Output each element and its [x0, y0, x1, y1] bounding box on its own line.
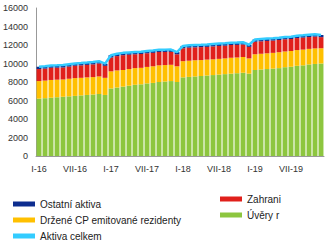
svg-text:I-17: I-17 — [103, 164, 119, 174]
svg-text:Aktiva celkem: Aktiva celkem — [40, 231, 102, 242]
svg-text:I-18: I-18 — [175, 164, 191, 174]
svg-text:0: 0 — [23, 151, 28, 161]
svg-text:6000: 6000 — [8, 96, 28, 106]
svg-text:8000: 8000 — [8, 77, 28, 87]
svg-text:Úvěry r: Úvěry r — [247, 209, 280, 221]
svg-text:10000: 10000 — [3, 59, 28, 69]
svg-text:16000: 16000 — [3, 3, 28, 13]
svg-text:VII-19: VII-19 — [279, 164, 303, 174]
svg-text:VII-18: VII-18 — [207, 164, 231, 174]
svg-text:12000: 12000 — [3, 40, 28, 50]
svg-text:Držené CP emitované rezidenty: Držené CP emitované rezidenty — [40, 215, 181, 226]
svg-text:4000: 4000 — [8, 114, 28, 124]
svg-text:2000: 2000 — [8, 133, 28, 143]
svg-text:14000: 14000 — [3, 22, 28, 32]
svg-text:Zahrani: Zahrani — [247, 194, 281, 205]
svg-text:Ostatní aktiva: Ostatní aktiva — [40, 199, 102, 210]
svg-text:I-16: I-16 — [31, 164, 47, 174]
svg-text:I-19: I-19 — [247, 164, 263, 174]
svg-text:VII-17: VII-17 — [135, 164, 159, 174]
svg-text:VII-16: VII-16 — [63, 164, 87, 174]
